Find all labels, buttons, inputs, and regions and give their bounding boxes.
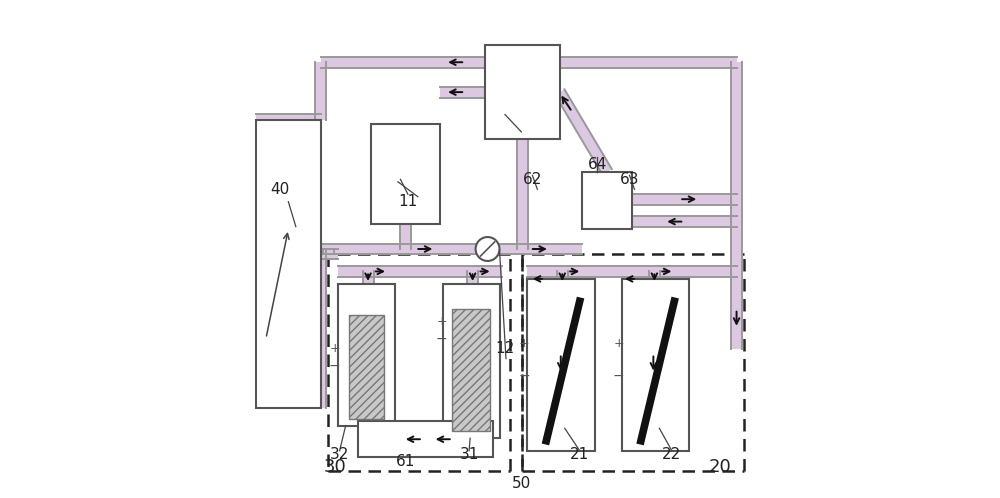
Polygon shape: [595, 266, 622, 277]
Bar: [349, 315, 384, 419]
Text: +: +: [519, 337, 529, 350]
FancyBboxPatch shape: [527, 279, 595, 451]
Text: −: −: [518, 369, 530, 383]
Polygon shape: [632, 194, 737, 205]
Polygon shape: [689, 266, 737, 277]
Polygon shape: [557, 271, 568, 279]
Polygon shape: [555, 89, 612, 175]
FancyBboxPatch shape: [371, 124, 440, 224]
Text: 62: 62: [523, 172, 542, 187]
Text: −: −: [329, 359, 340, 373]
Text: 30: 30: [323, 458, 346, 476]
Polygon shape: [467, 421, 478, 438]
Text: −: −: [436, 332, 448, 346]
Polygon shape: [363, 271, 374, 284]
FancyBboxPatch shape: [256, 120, 321, 408]
Text: 20: 20: [709, 458, 731, 476]
Polygon shape: [323, 249, 334, 254]
Polygon shape: [440, 87, 485, 98]
FancyBboxPatch shape: [622, 279, 689, 451]
Polygon shape: [315, 62, 326, 120]
Polygon shape: [315, 249, 326, 408]
Text: 63: 63: [620, 172, 639, 187]
Text: 12: 12: [495, 341, 515, 356]
Circle shape: [476, 237, 500, 261]
Text: 61: 61: [396, 454, 415, 469]
Text: 22: 22: [662, 447, 681, 462]
Text: 64: 64: [587, 157, 607, 172]
Text: 21: 21: [570, 447, 589, 462]
FancyBboxPatch shape: [358, 421, 493, 457]
Text: +: +: [613, 337, 624, 350]
Text: +: +: [436, 315, 447, 328]
Polygon shape: [649, 271, 660, 279]
Polygon shape: [500, 244, 582, 254]
Polygon shape: [338, 266, 398, 277]
Polygon shape: [321, 249, 338, 259]
Text: 32: 32: [330, 447, 349, 462]
Text: −: −: [613, 369, 624, 383]
Polygon shape: [622, 266, 689, 277]
Bar: [452, 309, 490, 431]
Polygon shape: [443, 266, 502, 277]
Polygon shape: [363, 421, 374, 426]
FancyBboxPatch shape: [485, 45, 560, 139]
Text: 11: 11: [398, 194, 417, 209]
Polygon shape: [256, 114, 321, 125]
Text: 50: 50: [512, 476, 531, 491]
Polygon shape: [731, 62, 742, 349]
FancyBboxPatch shape: [582, 172, 632, 229]
Text: 31: 31: [459, 447, 479, 462]
Text: +: +: [329, 342, 340, 355]
Polygon shape: [400, 224, 411, 249]
Polygon shape: [321, 57, 737, 68]
Text: 40: 40: [270, 182, 290, 197]
FancyBboxPatch shape: [443, 284, 500, 438]
Polygon shape: [467, 271, 478, 284]
FancyBboxPatch shape: [338, 284, 395, 426]
Polygon shape: [517, 139, 528, 249]
Polygon shape: [398, 266, 443, 277]
Polygon shape: [321, 244, 478, 254]
Polygon shape: [632, 216, 737, 227]
Polygon shape: [527, 266, 595, 277]
